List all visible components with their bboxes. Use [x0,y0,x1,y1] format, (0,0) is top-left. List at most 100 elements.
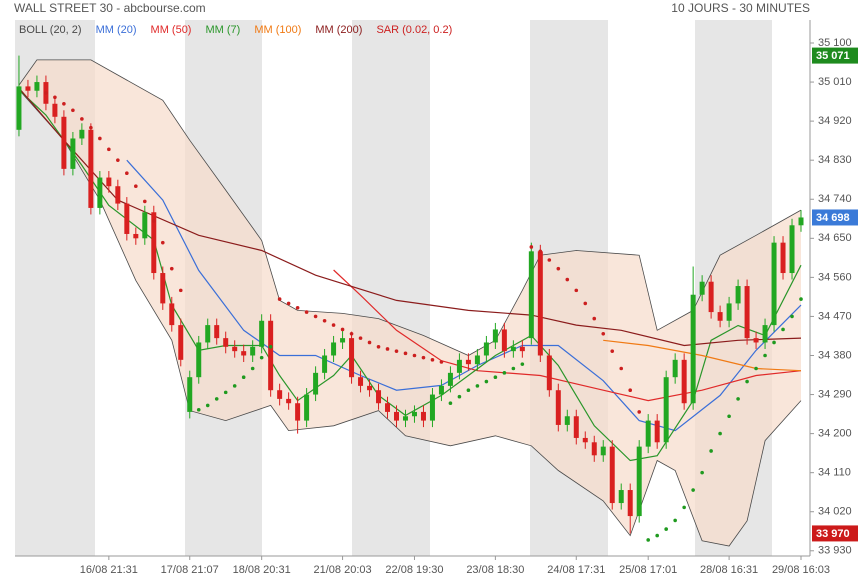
candle-body [250,346,256,356]
sar-dot [403,351,408,356]
candle-body [771,242,777,326]
candle-body [663,377,669,443]
candle-body [528,251,534,339]
bollinger-band-fill [19,59,801,547]
candle-body [717,312,723,321]
sar-dot [646,538,650,542]
sar-dot [502,371,507,375]
day-shade [352,20,430,556]
candle-body [349,338,355,378]
candle-body [465,359,471,365]
candle-body [780,242,786,274]
y-tick-label: 34 110 [818,467,851,479]
sar-dot [268,345,273,349]
candle-body [34,82,40,91]
sar-dot [511,366,516,371]
sar-dot [232,384,237,388]
sar-dot [250,366,255,371]
candle-body [133,233,139,239]
sar-dot [520,362,525,366]
moving-average-line [18,87,802,347]
candle-body [690,294,696,404]
sar-dot [538,249,543,254]
sar-dot [736,397,740,401]
sar-dot [781,327,785,332]
x-tick-label: 25/08 17:01 [619,564,677,576]
candle-body [618,490,624,504]
candle-body [600,446,606,456]
sar-dot [367,340,372,345]
legend-entry: SAR (0.02, 0.2) [376,24,452,36]
candle-body [124,203,130,234]
sar-dot [196,407,201,412]
candle-body [753,338,759,343]
candle-body [789,225,795,274]
sar-dot [107,147,111,152]
sar-dot [790,314,794,319]
candle-body [385,403,391,412]
sar-dot [394,349,399,353]
candle-body [744,286,750,339]
sar-dot [125,171,129,176]
sar-dot [610,349,615,353]
candle-body [331,342,337,356]
sar-dot [448,401,453,406]
sar-dot [493,375,498,379]
sar-dot [565,277,570,282]
sar-dot [259,355,264,360]
candle-body [483,342,489,356]
candle-body [438,385,444,395]
candle-body [205,325,211,343]
moving-average-line [333,269,802,402]
sar-dot [223,390,228,395]
y-tick-label: 35 100 [818,37,852,49]
sar-dot [178,288,183,293]
x-tick-label: 24/08 17:31 [547,564,605,576]
candle-body [411,411,417,417]
candle-body [519,346,525,352]
sar-dot [214,397,219,401]
candle-body [798,217,804,226]
plot-area [15,20,804,556]
bollinger-lower [18,89,802,547]
sar-dot [556,266,561,271]
candle-body [178,325,184,360]
price-marker-box [812,47,858,64]
sar-dot [286,301,291,306]
candle-body [232,346,238,352]
sar-dot [466,388,471,393]
candle-body [16,86,22,130]
price-marker-label: 33 970 [816,528,850,540]
sar-dot [772,340,776,345]
candle-body [241,351,247,356]
y-tick-label: 34 920 [818,115,852,127]
x-tick-label: 17/08 21:07 [161,564,219,576]
sar-dot [745,379,749,384]
candle-body [286,398,292,404]
candle-body [223,338,229,347]
bollinger-upper [18,59,802,356]
candle-body [106,177,112,187]
candle-body [52,103,58,117]
candle-body [420,411,426,421]
sar-dot [484,379,489,384]
candle-body [25,86,31,91]
legend-entry: MM (200) [315,24,362,36]
candle-body [627,490,633,517]
sar-dot [340,327,345,332]
sar-dot [655,533,659,538]
sar-dot [376,345,381,349]
sar-dot [304,310,309,314]
legend-entry: MM (100) [254,24,301,36]
candle-body [402,416,408,421]
sar-dot [664,527,668,531]
sar-dot [322,318,327,323]
sar-dot [682,505,686,510]
y-tick-label: 33 930 [818,545,852,557]
x-tick-label: 21/08 20:03 [314,564,372,576]
sar-dot [385,347,390,351]
candle-body [636,446,642,517]
sar-dot [89,125,93,130]
candle-body [115,186,121,204]
y-tick-label: 34 830 [818,154,852,166]
